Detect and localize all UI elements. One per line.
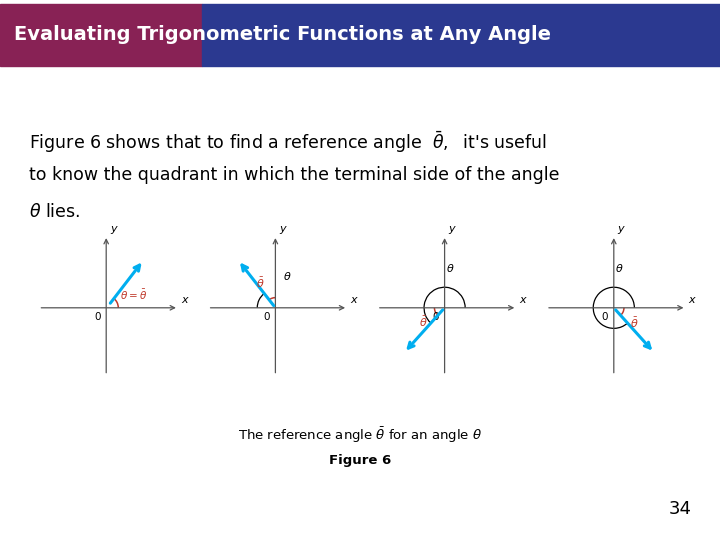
Text: x: x xyxy=(520,295,526,306)
Text: y: y xyxy=(110,224,117,234)
Text: 34: 34 xyxy=(668,501,691,518)
Text: 0: 0 xyxy=(94,312,101,321)
Bar xyxy=(202,4,720,66)
Text: 0: 0 xyxy=(602,312,608,321)
Text: $\theta$: $\theta$ xyxy=(446,262,455,274)
Text: $\bar{\theta}$: $\bar{\theta}$ xyxy=(418,315,427,329)
Text: 0: 0 xyxy=(433,312,439,321)
Bar xyxy=(0,4,202,66)
Text: Figure 6: Figure 6 xyxy=(329,454,391,467)
Text: x: x xyxy=(351,295,357,306)
Text: $\theta$: $\theta$ xyxy=(616,262,624,274)
Text: 0: 0 xyxy=(264,312,270,321)
Text: x: x xyxy=(689,295,696,306)
Text: $\bar{\theta}$: $\bar{\theta}$ xyxy=(256,275,264,290)
Text: $\bar{\theta}$: $\bar{\theta}$ xyxy=(630,316,639,330)
Text: The reference angle $\bar{\theta}$ for an angle $\theta$: The reference angle $\bar{\theta}$ for a… xyxy=(238,425,482,444)
Text: Evaluating Trigonometric Functions at Any Angle: Evaluating Trigonometric Functions at An… xyxy=(14,25,552,44)
Text: $\theta$ lies.: $\theta$ lies. xyxy=(29,203,80,221)
Text: to know the quadrant in which the terminal side of the angle: to know the quadrant in which the termin… xyxy=(29,166,559,184)
Text: y: y xyxy=(618,224,624,234)
Text: y: y xyxy=(279,224,286,234)
Text: $\theta$: $\theta$ xyxy=(283,271,292,282)
Text: y: y xyxy=(449,224,455,234)
Text: Figure 6 shows that to find a reference angle  $\bar{\theta},$  it's useful: Figure 6 shows that to find a reference … xyxy=(29,130,546,155)
Text: $\theta=\bar{\theta}$: $\theta=\bar{\theta}$ xyxy=(120,288,147,302)
Text: x: x xyxy=(181,295,188,306)
